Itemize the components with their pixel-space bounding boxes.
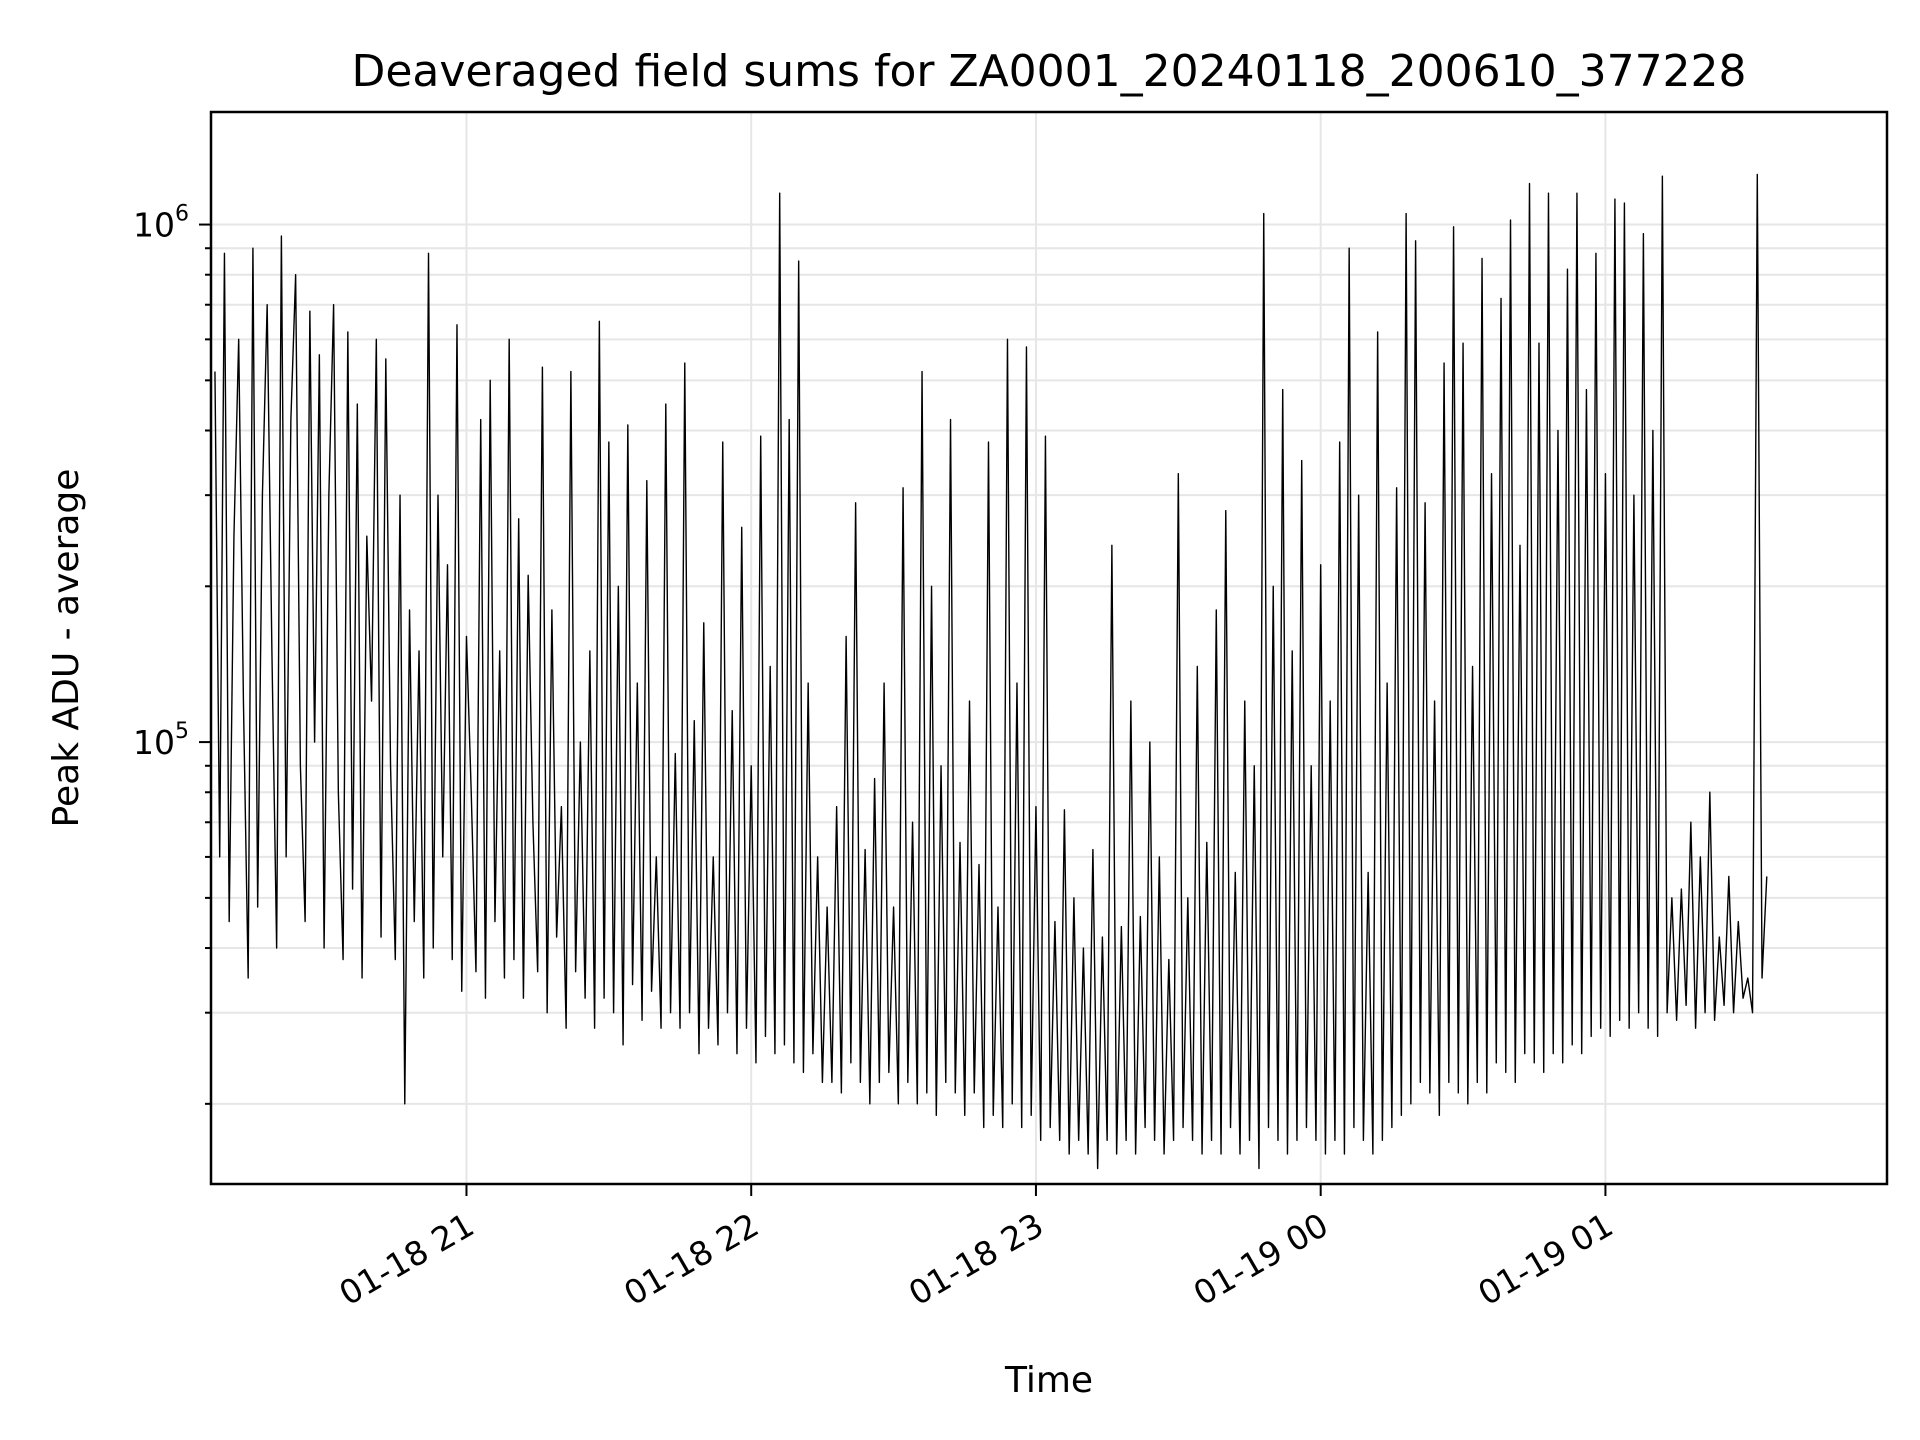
plot-frame bbox=[209, 110, 1889, 1186]
y-tick-exponent: 5 bbox=[175, 719, 189, 744]
y-tick-exponent: 6 bbox=[175, 202, 189, 227]
y-axis-title: Peak ADU - average bbox=[46, 469, 87, 828]
series-group bbox=[214, 173, 1768, 1170]
x-axis-title: Time bbox=[1004, 1360, 1093, 1401]
series-line bbox=[214, 173, 1768, 1170]
chart-title: Deaveraged field sums for ZA0001_2024011… bbox=[351, 46, 1746, 97]
